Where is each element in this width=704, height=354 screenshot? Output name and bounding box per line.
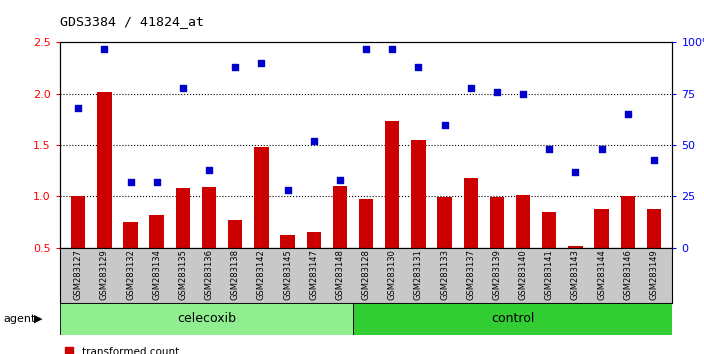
- Bar: [71, 196, 85, 248]
- Point: [517, 91, 529, 97]
- Point: [203, 167, 215, 173]
- Text: GSM283149: GSM283149: [650, 250, 658, 300]
- Point: [596, 147, 608, 152]
- Bar: [542, 212, 556, 248]
- Text: GSM283136: GSM283136: [205, 250, 213, 301]
- Text: GSM283129: GSM283129: [100, 250, 109, 300]
- Text: GDS3384 / 41824_at: GDS3384 / 41824_at: [60, 15, 204, 28]
- Bar: [647, 209, 661, 248]
- Text: GSM283142: GSM283142: [257, 250, 266, 300]
- Bar: [594, 209, 609, 248]
- Point: [543, 147, 555, 152]
- Point: [282, 188, 293, 193]
- Bar: [353, 303, 672, 335]
- Text: GSM283141: GSM283141: [545, 250, 554, 300]
- Text: ▶: ▶: [34, 314, 42, 324]
- Text: control: control: [491, 312, 534, 325]
- Point: [439, 122, 451, 127]
- Text: GSM283147: GSM283147: [309, 250, 318, 300]
- Text: GSM283144: GSM283144: [597, 250, 606, 300]
- Bar: [359, 199, 373, 248]
- Point: [360, 46, 372, 51]
- Point: [570, 169, 581, 175]
- Bar: [516, 195, 530, 248]
- Text: GSM283145: GSM283145: [283, 250, 292, 300]
- Bar: [280, 235, 295, 248]
- Bar: [385, 120, 399, 248]
- Bar: [437, 198, 452, 248]
- Point: [308, 138, 320, 144]
- Point: [230, 64, 241, 70]
- Legend: transformed count, percentile rank within the sample: transformed count, percentile rank withi…: [65, 347, 258, 354]
- Bar: [176, 188, 190, 248]
- Point: [151, 179, 163, 185]
- Point: [256, 60, 267, 66]
- Text: celecoxib: celecoxib: [177, 312, 236, 325]
- Bar: [97, 92, 111, 248]
- Bar: [568, 246, 583, 248]
- Bar: [411, 140, 426, 248]
- Point: [465, 85, 477, 91]
- Text: GSM283148: GSM283148: [335, 250, 344, 300]
- Bar: [149, 215, 164, 248]
- Text: GSM283140: GSM283140: [519, 250, 527, 300]
- Bar: [490, 198, 504, 248]
- Point: [622, 112, 634, 117]
- Text: GSM283133: GSM283133: [440, 250, 449, 301]
- Point: [99, 46, 110, 51]
- Point: [413, 64, 424, 70]
- Bar: [254, 147, 269, 248]
- Bar: [463, 178, 478, 248]
- Point: [73, 105, 84, 111]
- Text: GSM283131: GSM283131: [414, 250, 423, 300]
- Text: GSM283132: GSM283132: [126, 250, 135, 300]
- Point: [177, 85, 189, 91]
- Point: [334, 177, 346, 183]
- Text: GSM283143: GSM283143: [571, 250, 580, 300]
- Point: [386, 46, 398, 51]
- Bar: [333, 186, 347, 248]
- Text: GSM283135: GSM283135: [178, 250, 187, 300]
- Text: GSM283128: GSM283128: [362, 250, 370, 300]
- Text: GSM283139: GSM283139: [493, 250, 501, 300]
- Bar: [621, 196, 635, 248]
- Text: GSM283137: GSM283137: [466, 250, 475, 301]
- Bar: [202, 187, 216, 248]
- Point: [125, 179, 136, 185]
- Text: agent: agent: [4, 314, 36, 324]
- Text: GSM283130: GSM283130: [388, 250, 397, 300]
- Text: GSM283127: GSM283127: [74, 250, 82, 300]
- Bar: [306, 232, 321, 248]
- Text: GSM283134: GSM283134: [152, 250, 161, 300]
- Bar: [228, 220, 242, 248]
- Point: [648, 157, 660, 162]
- Bar: [123, 222, 138, 248]
- Point: [491, 89, 503, 95]
- Text: GSM283138: GSM283138: [231, 250, 239, 301]
- Text: GSM283146: GSM283146: [623, 250, 632, 300]
- Bar: [60, 303, 353, 335]
